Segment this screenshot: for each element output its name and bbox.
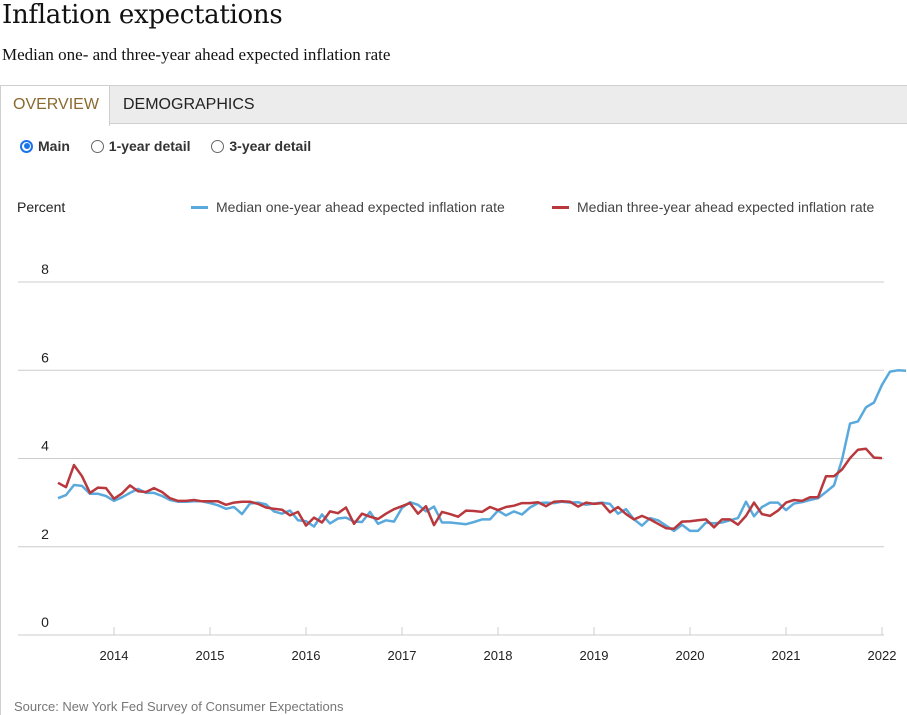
legend-label-three-year: Median three-year ahead expected inflati… [577, 199, 875, 215]
x-tick-label: 2015 [196, 648, 225, 663]
radio-unchecked-icon[interactable] [211, 139, 225, 153]
x-tick-label: 2019 [580, 648, 609, 663]
legend-label-one-year: Median one-year ahead expected inflation… [216, 199, 505, 215]
radio-3-year-detail[interactable]: 3-year detail [211, 138, 311, 154]
legend-swatch-three-year [552, 205, 569, 209]
legend-swatch-one-year [191, 205, 208, 209]
chart-panel [0, 85, 907, 715]
series-line-one-year[interactable] [57, 369, 907, 533]
x-tick-label: 2016 [292, 648, 321, 663]
x-tick-label: 2017 [388, 648, 417, 663]
tab-bar: OVERVIEW DEMOGRAPHICS [0, 85, 907, 126]
view-options: Main 1-year detail 3-year detail [20, 138, 328, 156]
radio-1-year-detail-label: 1-year detail [108, 138, 191, 154]
y-tick-label: 0 [41, 614, 49, 630]
radio-checked-icon[interactable] [20, 139, 33, 153]
legend-item-one-year[interactable]: Median one-year ahead expected inflation… [191, 199, 505, 215]
y-tick-label: 4 [41, 438, 49, 454]
radio-3-year-detail-label: 3-year detail [229, 138, 312, 154]
x-tick-label: 2018 [484, 648, 513, 663]
x-tick-label: 2021 [772, 648, 801, 663]
source-note: Source: New York Fed Survey of Consumer … [14, 699, 344, 714]
page-title: Inflation expectations [2, 0, 283, 30]
radio-unchecked-icon[interactable] [90, 139, 104, 153]
legend-item-three-year[interactable]: Median three-year ahead expected inflati… [552, 199, 874, 215]
x-tick-label: 2014 [100, 648, 129, 663]
y-tick-label: 8 [41, 261, 49, 277]
tab-demographics[interactable]: DEMOGRAPHICS [123, 96, 255, 113]
radio-main-label: Main [38, 138, 70, 154]
y-tick-label: 2 [41, 526, 49, 542]
tab-overview[interactable]: OVERVIEW [0, 86, 110, 126]
page-subtitle: Median one- and three-year ahead expecte… [2, 45, 391, 64]
y-tick-label: 6 [41, 349, 49, 365]
x-tick-label: 2020 [676, 648, 705, 663]
x-tick-label: 2022 [868, 648, 897, 663]
line-chart: 0 2 4 6 8 2014 2015 2016 2017 2018 2019 2020 2021 20… [18, 261, 907, 663]
radio-main[interactable]: Main [20, 138, 70, 154]
y-axis-label: Percent [17, 199, 66, 215]
radio-1-year-detail[interactable]: 1-year detail [90, 138, 191, 154]
series-line-three-year[interactable] [57, 447, 883, 530]
